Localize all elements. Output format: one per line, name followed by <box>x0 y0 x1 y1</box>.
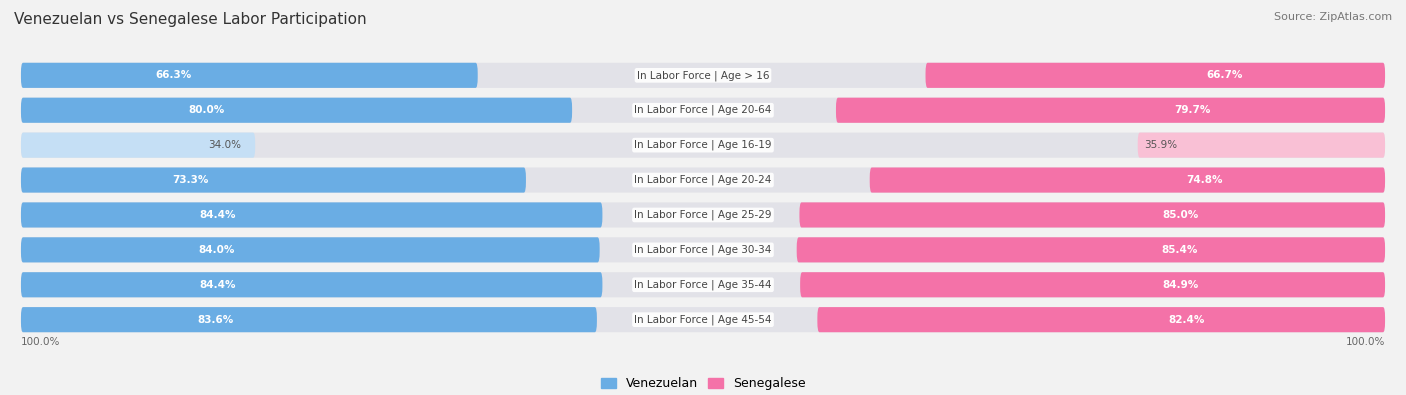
Text: In Labor Force | Age 45-54: In Labor Force | Age 45-54 <box>634 314 772 325</box>
Text: 85.4%: 85.4% <box>1161 245 1198 255</box>
FancyBboxPatch shape <box>797 237 1385 262</box>
FancyBboxPatch shape <box>21 202 602 228</box>
Text: In Labor Force | Age 16-19: In Labor Force | Age 16-19 <box>634 140 772 150</box>
FancyBboxPatch shape <box>21 98 1385 123</box>
Text: 83.6%: 83.6% <box>197 315 233 325</box>
FancyBboxPatch shape <box>21 63 478 88</box>
FancyBboxPatch shape <box>21 272 1385 297</box>
FancyBboxPatch shape <box>21 237 599 262</box>
Text: In Labor Force | Age > 16: In Labor Force | Age > 16 <box>637 70 769 81</box>
FancyBboxPatch shape <box>21 307 1385 332</box>
Text: 66.7%: 66.7% <box>1206 70 1243 80</box>
Text: 84.4%: 84.4% <box>200 280 236 290</box>
FancyBboxPatch shape <box>21 167 1385 193</box>
FancyBboxPatch shape <box>21 307 598 332</box>
Text: 84.9%: 84.9% <box>1163 280 1198 290</box>
FancyBboxPatch shape <box>21 272 602 297</box>
Text: 73.3%: 73.3% <box>173 175 209 185</box>
Text: In Labor Force | Age 20-64: In Labor Force | Age 20-64 <box>634 105 772 115</box>
FancyBboxPatch shape <box>21 167 526 193</box>
Text: In Labor Force | Age 35-44: In Labor Force | Age 35-44 <box>634 280 772 290</box>
FancyBboxPatch shape <box>925 63 1385 88</box>
Text: 100.0%: 100.0% <box>1346 337 1385 347</box>
Text: 100.0%: 100.0% <box>21 337 60 347</box>
Text: 79.7%: 79.7% <box>1174 105 1211 115</box>
FancyBboxPatch shape <box>837 98 1385 123</box>
Text: 80.0%: 80.0% <box>188 105 225 115</box>
Text: In Labor Force | Age 20-24: In Labor Force | Age 20-24 <box>634 175 772 185</box>
FancyBboxPatch shape <box>21 133 256 158</box>
FancyBboxPatch shape <box>21 237 1385 262</box>
FancyBboxPatch shape <box>21 63 1385 88</box>
FancyBboxPatch shape <box>800 202 1385 228</box>
Text: 35.9%: 35.9% <box>1144 140 1178 150</box>
FancyBboxPatch shape <box>817 307 1385 332</box>
Text: Source: ZipAtlas.com: Source: ZipAtlas.com <box>1274 12 1392 22</box>
FancyBboxPatch shape <box>870 167 1385 193</box>
FancyBboxPatch shape <box>1137 133 1385 158</box>
FancyBboxPatch shape <box>21 98 572 123</box>
Text: In Labor Force | Age 30-34: In Labor Force | Age 30-34 <box>634 245 772 255</box>
Text: 74.8%: 74.8% <box>1187 175 1223 185</box>
Text: 82.4%: 82.4% <box>1168 315 1205 325</box>
FancyBboxPatch shape <box>21 202 1385 228</box>
Text: 66.3%: 66.3% <box>156 70 193 80</box>
Text: 84.0%: 84.0% <box>198 245 235 255</box>
Text: 85.0%: 85.0% <box>1161 210 1198 220</box>
FancyBboxPatch shape <box>800 272 1385 297</box>
Text: 84.4%: 84.4% <box>200 210 236 220</box>
FancyBboxPatch shape <box>21 133 1385 158</box>
Text: In Labor Force | Age 25-29: In Labor Force | Age 25-29 <box>634 210 772 220</box>
Text: 34.0%: 34.0% <box>208 140 242 150</box>
Legend: Venezuelan, Senegalese: Venezuelan, Senegalese <box>596 372 810 395</box>
Text: Venezuelan vs Senegalese Labor Participation: Venezuelan vs Senegalese Labor Participa… <box>14 12 367 27</box>
